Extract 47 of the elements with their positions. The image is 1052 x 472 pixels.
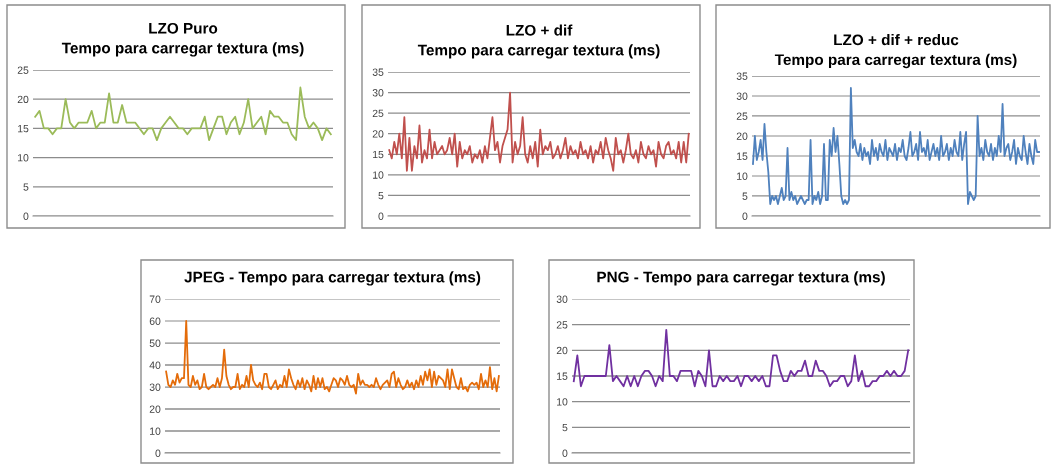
- y-tick-label: 25: [736, 112, 748, 120]
- y-tick-label: 15: [557, 372, 568, 380]
- y-tick-label: 20: [149, 405, 161, 413]
- y-tick-label: 40: [149, 361, 161, 369]
- line-series: [572, 328, 910, 388]
- y-tick-label: 10: [373, 171, 384, 179]
- y-tick-label: 30: [149, 383, 161, 391]
- chart-title: LZO + dif + reduc Tempo para carregar textura (ms): [774, 34, 1017, 69]
- y-tick-label: 60: [149, 317, 161, 325]
- y-tick-label: 20: [736, 132, 748, 140]
- y-tick-label: 5: [378, 192, 384, 200]
- chart-title: LZO + dif Tempo para carregar textura (ms): [417, 24, 660, 59]
- y-tick-label: 35: [736, 72, 748, 80]
- y-tick-label: 5: [562, 423, 568, 432]
- y-tick-label: 70: [149, 295, 161, 303]
- y-tick-label: 15: [737, 152, 748, 160]
- y-tick-label: 30: [556, 295, 568, 303]
- y-tick-label: 20: [556, 346, 568, 355]
- y-tick-label: 0: [742, 212, 748, 220]
- y-tick-label: 15: [18, 125, 29, 133]
- y-tick-label: 0: [23, 212, 29, 220]
- y-tick-label: 30: [372, 89, 384, 97]
- y-tick-label: 15: [373, 150, 384, 159]
- y-tick-label: 35: [372, 68, 384, 76]
- y-tick-label: 50: [149, 339, 161, 347]
- y-tick-label: 0: [562, 449, 568, 457]
- line-series: [752, 87, 1040, 205]
- y-tick-label: 30: [736, 92, 748, 100]
- y-tick-label: 20: [17, 95, 29, 104]
- chart-title: LZO Puro Tempo para carregar textura (ms): [61, 22, 304, 57]
- y-tick-label: 25: [17, 66, 29, 74]
- y-tick-label: 10: [18, 154, 29, 162]
- y-tick-label: 10: [737, 172, 748, 180]
- y-tick-label: 20: [372, 130, 384, 138]
- line-series: [34, 86, 332, 141]
- y-tick-label: 0: [155, 449, 161, 457]
- chart-title: JPEG - Tempo para carregar textura (ms): [184, 271, 481, 286]
- y-tick-label: 10: [557, 398, 568, 406]
- y-tick-label: 10: [150, 427, 161, 435]
- chart-title: PNG - Tempo para carregar textura (ms): [597, 271, 885, 286]
- line-series: [165, 320, 500, 395]
- y-tick-label: 25: [556, 321, 568, 329]
- y-tick-label: 5: [742, 192, 748, 200]
- line-series: [388, 91, 690, 172]
- y-tick-label: 25: [372, 109, 384, 118]
- y-tick-label: 5: [23, 183, 29, 191]
- y-tick-label: 0: [378, 212, 384, 220]
